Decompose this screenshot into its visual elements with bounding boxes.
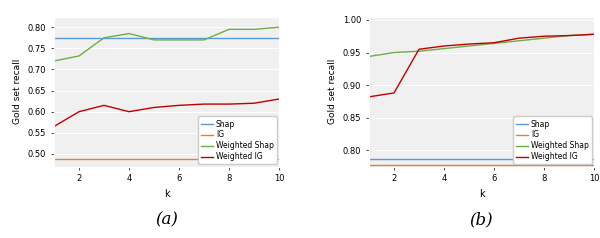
Weighted Shap [590, 33, 598, 36]
Weighted IG [125, 110, 133, 113]
Shap [76, 36, 83, 39]
Line: Weighted IG: Weighted IG [369, 34, 594, 97]
IG [541, 163, 548, 166]
Weighted IG [76, 110, 83, 113]
Line: Weighted Shap: Weighted Shap [54, 27, 279, 61]
X-axis label: k: k [479, 189, 484, 199]
Weighted Shap [391, 51, 398, 54]
Shap [151, 36, 158, 39]
IG [365, 163, 373, 166]
Weighted IG [415, 48, 422, 51]
Shap [365, 158, 373, 161]
Weighted IG [490, 41, 497, 44]
Weighted Shap [275, 26, 283, 29]
Line: Weighted Shap: Weighted Shap [369, 34, 594, 56]
Weighted IG [200, 103, 208, 105]
Weighted IG [365, 95, 373, 98]
IG [76, 158, 83, 161]
Weighted IG [50, 125, 58, 128]
Shap [200, 36, 208, 39]
Y-axis label: Gold set recall: Gold set recall [13, 59, 22, 124]
IG [440, 163, 448, 166]
IG [200, 158, 208, 161]
Weighted IG [151, 106, 158, 109]
Weighted IG [175, 104, 182, 107]
Weighted Shap [175, 39, 182, 41]
IG [50, 158, 58, 161]
Shap [440, 158, 448, 161]
Weighted Shap [365, 55, 373, 58]
Shap [590, 158, 598, 161]
Legend: Shap, IG, Weighted Shap, Weighted IG: Shap, IG, Weighted Shap, Weighted IG [513, 116, 592, 164]
Shap [50, 36, 58, 39]
IG [151, 158, 158, 161]
Weighted Shap [125, 32, 133, 35]
Weighted Shap [200, 39, 208, 41]
Shap [275, 36, 283, 39]
IG [565, 163, 572, 166]
Weighted IG [226, 103, 233, 105]
IG [590, 163, 598, 166]
Legend: Shap, IG, Weighted Shap, Weighted IG: Shap, IG, Weighted Shap, Weighted IG [198, 116, 277, 164]
Weighted IG [250, 102, 257, 105]
Weighted Shap [490, 42, 497, 45]
Weighted IG [466, 43, 473, 45]
Weighted IG [515, 37, 523, 40]
Shap [175, 36, 182, 39]
Weighted IG [275, 98, 283, 100]
Weighted Shap [466, 45, 473, 47]
Weighted Shap [100, 36, 107, 39]
IG [391, 163, 398, 166]
IG [275, 158, 283, 161]
Weighted Shap [565, 34, 572, 37]
Weighted IG [391, 91, 398, 94]
IG [250, 158, 257, 161]
Weighted IG [590, 33, 598, 36]
Weighted Shap [226, 28, 233, 31]
X-axis label: k: k [164, 189, 169, 199]
IG [125, 158, 133, 161]
IG [490, 163, 497, 166]
Shap [515, 158, 523, 161]
Weighted Shap [250, 28, 257, 31]
IG [515, 163, 523, 166]
Weighted Shap [76, 55, 83, 57]
Text: (b): (b) [470, 212, 493, 228]
Text: (a): (a) [155, 212, 178, 228]
IG [226, 158, 233, 161]
Shap [565, 158, 572, 161]
Weighted Shap [50, 60, 58, 62]
IG [175, 158, 182, 161]
Shap [391, 158, 398, 161]
Weighted Shap [440, 47, 448, 50]
Weighted Shap [151, 39, 158, 41]
Shap [415, 158, 422, 161]
Shap [250, 36, 257, 39]
Weighted IG [100, 104, 107, 107]
Line: Weighted IG: Weighted IG [54, 99, 279, 126]
Y-axis label: Gold set recall: Gold set recall [328, 59, 337, 124]
Shap [466, 158, 473, 161]
Weighted Shap [515, 39, 523, 42]
Shap [100, 36, 107, 39]
Shap [490, 158, 497, 161]
Weighted IG [440, 45, 448, 47]
Weighted IG [565, 34, 572, 37]
Weighted Shap [415, 50, 422, 53]
Shap [541, 158, 548, 161]
Shap [125, 36, 133, 39]
Weighted IG [541, 35, 548, 38]
Weighted Shap [541, 37, 548, 40]
IG [415, 163, 422, 166]
Shap [226, 36, 233, 39]
IG [100, 158, 107, 161]
IG [466, 163, 473, 166]
